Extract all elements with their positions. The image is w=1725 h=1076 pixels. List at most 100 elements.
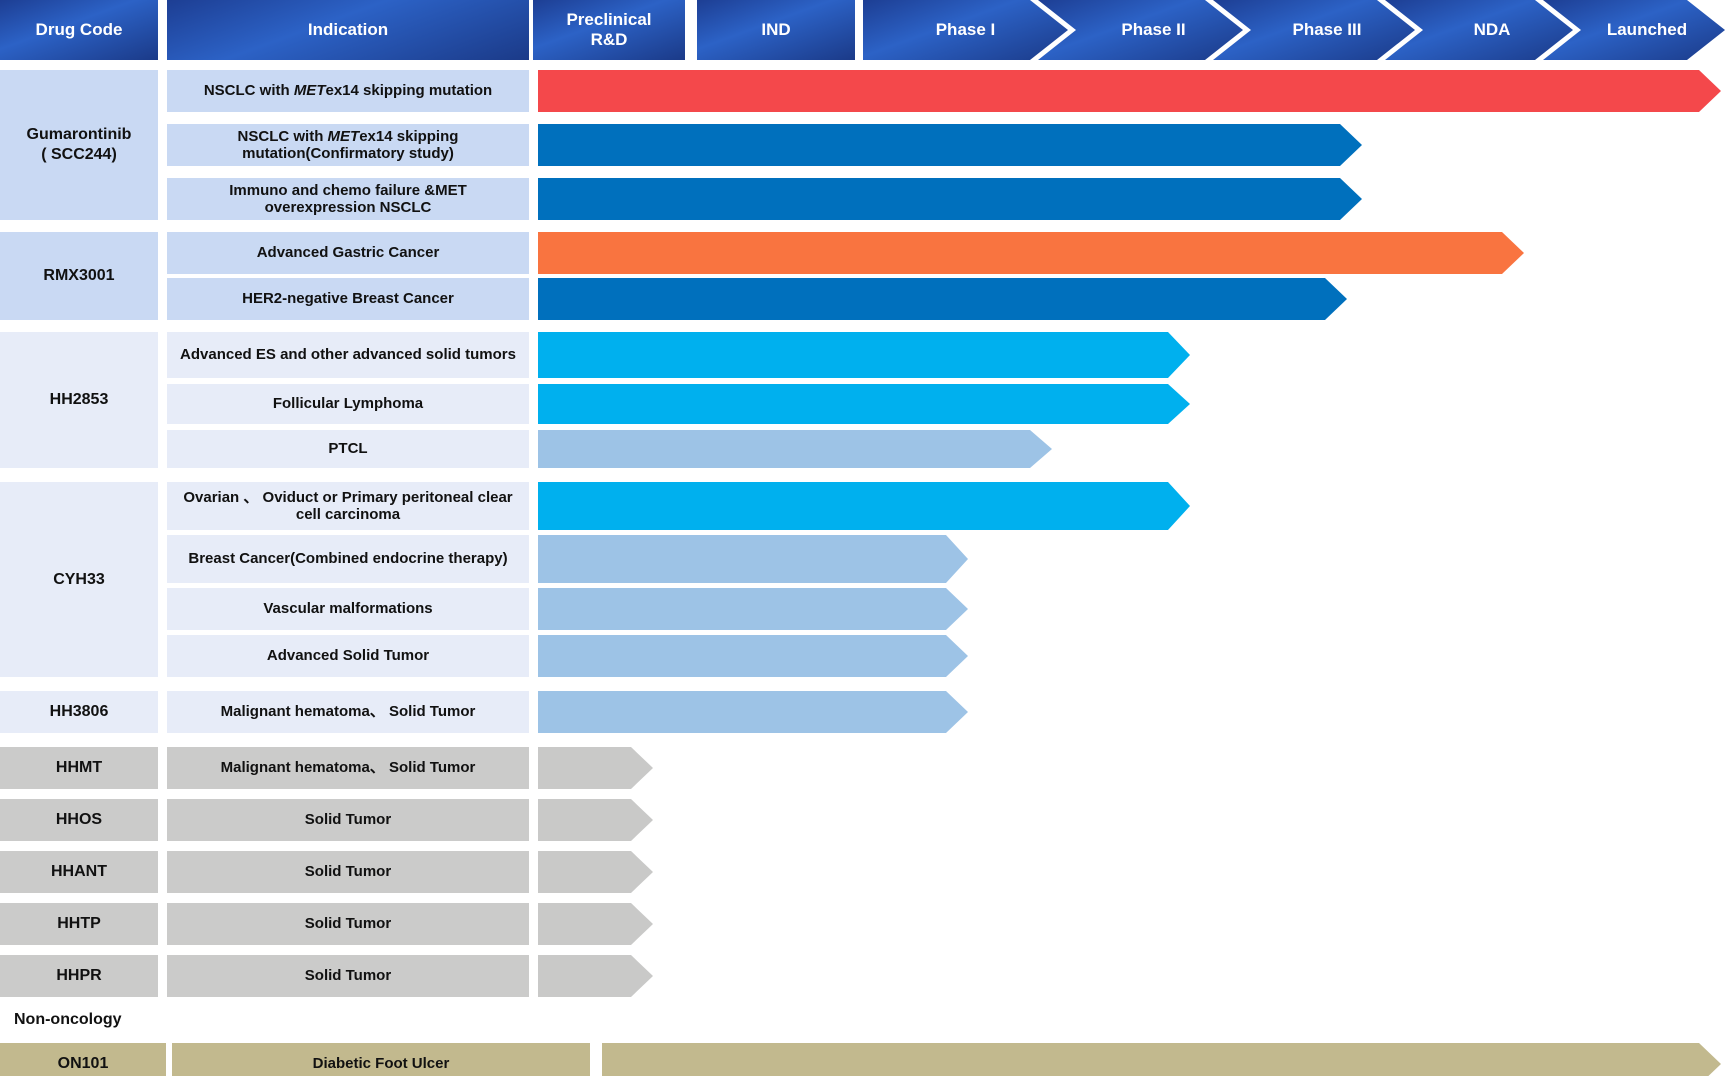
drug-code-cell: HH2853 xyxy=(0,332,158,468)
pipeline-group: Gumarontinib ( SCC244) NSCLC with METex14 … xyxy=(0,70,1725,220)
progress-arrow xyxy=(538,588,968,630)
indication-text: Immuno and chemo failure &MET overexpres… xyxy=(229,181,467,216)
progress-arrow xyxy=(538,851,653,893)
indication-cell: PTCL xyxy=(167,430,529,468)
header-row: Drug Code Indication Preclinical R&D IND… xyxy=(0,0,1725,60)
indication-text: HER2-negative Breast Cancer xyxy=(242,290,454,308)
header-phase-ind: IND xyxy=(697,0,855,60)
progress-arrow xyxy=(538,232,1524,274)
indication-cell: Malignant hematoma、 Solid Tumor xyxy=(167,747,529,789)
drug-code-cell: HHOS xyxy=(0,799,158,841)
indication-cell: Solid Tumor xyxy=(167,955,529,997)
indication-cell: Advanced Solid Tumor xyxy=(167,635,529,677)
pipeline-group: RMX3001 Advanced Gastric Cancer HER2-negat… xyxy=(0,232,1725,320)
drug-code-text: ON101 xyxy=(57,1055,109,1072)
pipeline-row: NSCLC with METex14 skipping mutation xyxy=(167,70,1725,112)
pipeline-group: CYH33 Ovarian 、 Oviduct or Primary perito… xyxy=(0,482,1725,677)
progress-arrow xyxy=(538,535,968,583)
progress-arrow xyxy=(538,430,1052,468)
indication-cell: Immuno and chemo failure &MET overexpres… xyxy=(167,178,529,220)
indication-cell: NSCLC with METex14 skipping mutation xyxy=(167,70,529,112)
pipeline-row: Diabetic Foot Ulcer xyxy=(172,1043,1725,1076)
progress-arrow xyxy=(538,691,968,733)
pipeline-row: PTCL xyxy=(167,430,1725,468)
indication-text: Diabetic Foot Ulcer xyxy=(312,1055,450,1073)
progress-arrow xyxy=(538,635,968,677)
pipeline-row: NSCLC with METex14 skipping mutation(Con… xyxy=(167,124,1725,166)
pipeline-group: HHOS Solid Tumor xyxy=(0,799,1725,841)
drug-code-cell: HHPR xyxy=(0,955,158,997)
progress-arrow xyxy=(538,799,653,841)
pipeline-row: Malignant hematoma、 Solid Tumor xyxy=(167,747,1725,789)
indication-cell: HER2-negative Breast Cancer xyxy=(167,278,529,320)
pipeline-row: Follicular Lymphoma xyxy=(167,384,1725,424)
non-oncology-body: ON101 Diabetic Foot Ulcer xyxy=(0,1043,1725,1076)
indication-text: Follicular Lymphoma xyxy=(272,395,424,413)
header-indication: Indication xyxy=(167,0,529,60)
drug-code-text: ( SCC244) xyxy=(41,146,117,163)
pipeline-row: Breast Cancer(Combined endocrine therapy… xyxy=(167,535,1725,583)
indication-cell: Ovarian 、 Oviduct or Primary peritoneal … xyxy=(167,482,529,530)
drug-code-text: HH2853 xyxy=(49,391,109,408)
drug-code-cell: HHANT xyxy=(0,851,158,893)
drug-code-text: HHPR xyxy=(56,967,102,984)
progress-arrow xyxy=(538,332,1190,378)
indication-cell: Malignant hematoma、 Solid Tumor xyxy=(167,691,529,733)
indication-cell: Advanced ES and other advanced solid tum… xyxy=(167,332,529,378)
indication-text: Vascular malformations xyxy=(263,600,433,618)
indication-cell: Solid Tumor xyxy=(167,903,529,945)
pipeline-group: HH2853 Advanced ES and other advanced sol… xyxy=(0,332,1725,468)
non-oncology-section-label: Non-oncology xyxy=(14,1011,122,1028)
drug-code-text: HHMT xyxy=(55,759,103,776)
pipeline-body: Gumarontinib ( SCC244) NSCLC with METex14 … xyxy=(0,70,1725,997)
indication-text: Breast Cancer(Combined endocrine therapy… xyxy=(188,550,508,568)
indication-cell: Breast Cancer(Combined endocrine therapy… xyxy=(167,535,529,583)
pipeline-group: HHTP Solid Tumor xyxy=(0,903,1725,945)
pipeline-row: Malignant hematoma、 Solid Tumor xyxy=(167,691,1725,733)
indication-cell: Diabetic Foot Ulcer xyxy=(172,1043,590,1076)
drug-code-text: HHTP xyxy=(57,915,101,932)
drug-code-text: HHANT xyxy=(51,863,107,880)
progress-arrow xyxy=(538,955,653,997)
drug-code-cell: HHMT xyxy=(0,747,158,789)
drug-code-cell: HHTP xyxy=(0,903,158,945)
drug-code-cell: ON101 xyxy=(0,1043,166,1076)
indication-text: Advanced ES and other advanced solid tum… xyxy=(180,346,516,364)
pipeline-row: Solid Tumor xyxy=(167,851,1725,893)
indication-cell: Vascular malformations xyxy=(167,588,529,630)
pipeline-row: Solid Tumor xyxy=(167,955,1725,997)
drug-code-text: CYH33 xyxy=(53,570,105,588)
progress-arrow xyxy=(602,1043,1721,1076)
indication-cell: Advanced Gastric Cancer xyxy=(167,232,529,274)
pipeline-row: Solid Tumor xyxy=(167,903,1725,945)
pipeline-row: HER2-negative Breast Cancer xyxy=(167,278,1725,320)
drug-code-cell: RMX3001 xyxy=(0,232,158,320)
indication-cell: NSCLC with METex14 skipping mutation(Con… xyxy=(167,124,529,166)
indication-text: Solid Tumor xyxy=(304,811,392,829)
indication-text: PTCL xyxy=(328,440,368,458)
progress-arrow xyxy=(538,482,1190,530)
indication-text: NSCLC with METex14 skipping mutation(Con… xyxy=(237,127,459,162)
indication-text: Solid Tumor xyxy=(304,863,392,881)
pipeline-row: Immuno and chemo failure &MET overexpres… xyxy=(167,178,1725,220)
drug-code-text: HH3806 xyxy=(49,703,109,720)
header-phase-preclinical-rd: Preclinical R&D xyxy=(533,0,685,60)
pipeline-row: Advanced Gastric Cancer xyxy=(167,232,1725,274)
pipeline-group: HHMT Malignant hematoma、 Solid Tumor xyxy=(0,747,1725,789)
indication-text: Malignant hematoma、 Solid Tumor xyxy=(220,759,476,777)
progress-arrow xyxy=(538,903,653,945)
indication-text: NSCLC with METex14 skipping mutation xyxy=(203,82,493,100)
drug-code-text: RMX3001 xyxy=(43,267,115,284)
progress-arrow xyxy=(538,178,1362,220)
pipeline-row: Advanced Solid Tumor xyxy=(167,635,1725,677)
drug-code-cell: HH3806 xyxy=(0,691,158,733)
pipeline-group: HHANT Solid Tumor xyxy=(0,851,1725,893)
header-phase-3: Phase III xyxy=(1213,0,1415,60)
progress-arrow xyxy=(538,278,1347,320)
indication-cell: Follicular Lymphoma xyxy=(167,384,529,424)
progress-arrow xyxy=(538,384,1190,424)
indication-text: Solid Tumor xyxy=(304,967,392,985)
drug-code-text: Gumarontinib xyxy=(26,126,132,143)
pipeline-group: HHPR Solid Tumor xyxy=(0,955,1725,997)
